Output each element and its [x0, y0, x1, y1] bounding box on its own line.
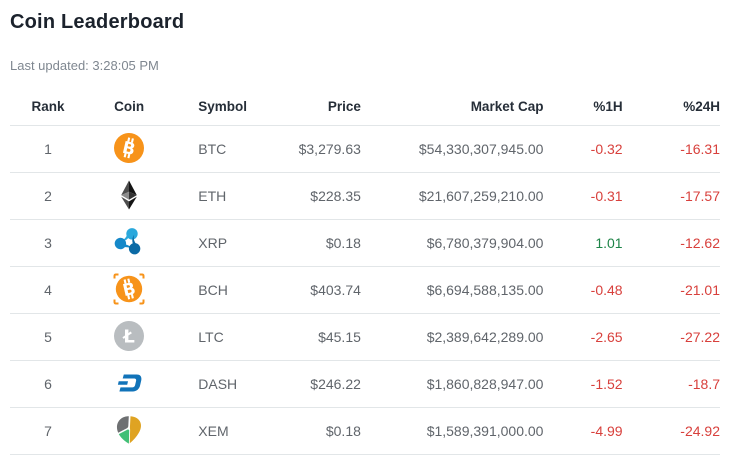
coin-cell: B [86, 125, 173, 173]
svg-text:B: B [121, 137, 138, 158]
change-1h-cell: -0.48 [543, 266, 623, 314]
column-header-coin: Coin [86, 89, 173, 126]
price-cell: $228.35 [281, 172, 361, 220]
page-title: Coin Leaderboard [10, 11, 185, 33]
svg-text:Ł: Ł [122, 326, 135, 347]
coin-cell [86, 360, 173, 408]
table-row: 7 XEM $0.18 $1,589,391,000.00 -4.99 -24.… [10, 407, 720, 455]
change-1h-cell: -4.99 [543, 407, 623, 455]
coin-cell [86, 219, 173, 267]
market-cap-cell: $6,780,379,904.00 [360, 219, 544, 267]
table-row: 5 Ł LTC $45.15 $2,389,642,289.00 -2.65 -… [10, 313, 720, 361]
price-cell: $0.18 [281, 407, 361, 455]
ltc-icon: Ł [113, 319, 145, 353]
market-cap-cell: $2,389,642,289.00 [360, 313, 544, 361]
coin-table-body: 1 B BTC $3,279.63 $54,330,307,945.00 -0.… [10, 125, 720, 455]
column-header-symbol: Symbol [172, 89, 282, 126]
symbol-cell: XEM [172, 407, 282, 455]
symbol-cell: LTC [172, 313, 282, 361]
table-row: 2 ETH $228.35 $21,607,259,210.00 -0.31 -… [10, 172, 720, 220]
market-cap-cell: $1,860,828,947.00 [360, 360, 544, 408]
xem-icon [113, 413, 145, 447]
table-row: 4 B BCH $403.74 $6,694,588,135.00 -0.48 … [10, 266, 720, 314]
change-1h-cell: -0.32 [543, 125, 623, 173]
price-cell: $246.22 [281, 360, 361, 408]
bch-icon: B [113, 272, 145, 306]
change-24h-cell: -12.62 [622, 219, 720, 267]
coin-cell [86, 407, 173, 455]
dash-icon [113, 366, 145, 400]
rank-cell: 6 [10, 360, 87, 408]
symbol-cell: XRP [172, 219, 282, 267]
change-24h-cell: -27.22 [622, 313, 720, 361]
column-header-1h: %1H [543, 89, 623, 126]
price-cell: $3,279.63 [281, 125, 361, 173]
market-cap-cell: $54,330,307,945.00 [360, 125, 544, 173]
rank-cell: 1 [10, 125, 87, 173]
coin-cell: B [86, 266, 173, 314]
last-updated-text: Last updated: 3:28:05 PM [10, 58, 159, 73]
column-header-price: Price [281, 89, 361, 126]
column-header-market-cap: Market Cap [360, 89, 544, 126]
table-row: 6 DASH $246.22 $1,860,828,947.00 -1.52 -… [10, 360, 720, 408]
rank-cell: 5 [10, 313, 87, 361]
coin-cell [86, 172, 173, 220]
change-1h-cell: 1.01 [543, 219, 623, 267]
change-1h-cell: -2.65 [543, 313, 623, 361]
xrp-icon [113, 225, 145, 259]
symbol-cell: BCH [172, 266, 282, 314]
table-row: 1 B BTC $3,279.63 $54,330,307,945.00 -0.… [10, 125, 720, 173]
market-cap-cell: $21,607,259,210.00 [360, 172, 544, 220]
table-row: 3 XRP $0.18 $6,780,379,904.00 1.01 -12.6… [10, 219, 720, 267]
coin-cell: Ł [86, 313, 173, 361]
price-cell: $0.18 [281, 219, 361, 267]
symbol-cell: DASH [172, 360, 282, 408]
svg-text:B: B [121, 278, 138, 299]
change-1h-cell: -0.31 [543, 172, 623, 220]
change-24h-cell: -21.01 [622, 266, 720, 314]
btc-icon: B [113, 131, 145, 165]
column-header-24h: %24H [622, 89, 720, 126]
change-24h-cell: -17.57 [622, 172, 720, 220]
rank-cell: 7 [10, 407, 87, 455]
rank-cell: 4 [10, 266, 87, 314]
change-24h-cell: -16.31 [622, 125, 720, 173]
change-1h-cell: -1.52 [543, 360, 623, 408]
change-24h-cell: -18.7 [622, 360, 720, 408]
coin-table: Rank Coin Symbol Price Market Cap %1H %2… [10, 89, 720, 455]
change-24h-cell: -24.92 [622, 407, 720, 455]
rank-cell: 2 [10, 172, 87, 220]
eth-icon [113, 178, 145, 212]
price-cell: $45.15 [281, 313, 361, 361]
market-cap-cell: $6,694,588,135.00 [360, 266, 544, 314]
symbol-cell: BTC [172, 125, 282, 173]
column-header-rank: Rank [10, 89, 87, 126]
market-cap-cell: $1,589,391,000.00 [360, 407, 544, 455]
rank-cell: 3 [10, 219, 87, 267]
table-header-row: Rank Coin Symbol Price Market Cap %1H %2… [10, 89, 720, 126]
symbol-cell: ETH [172, 172, 282, 220]
price-cell: $403.74 [281, 266, 361, 314]
